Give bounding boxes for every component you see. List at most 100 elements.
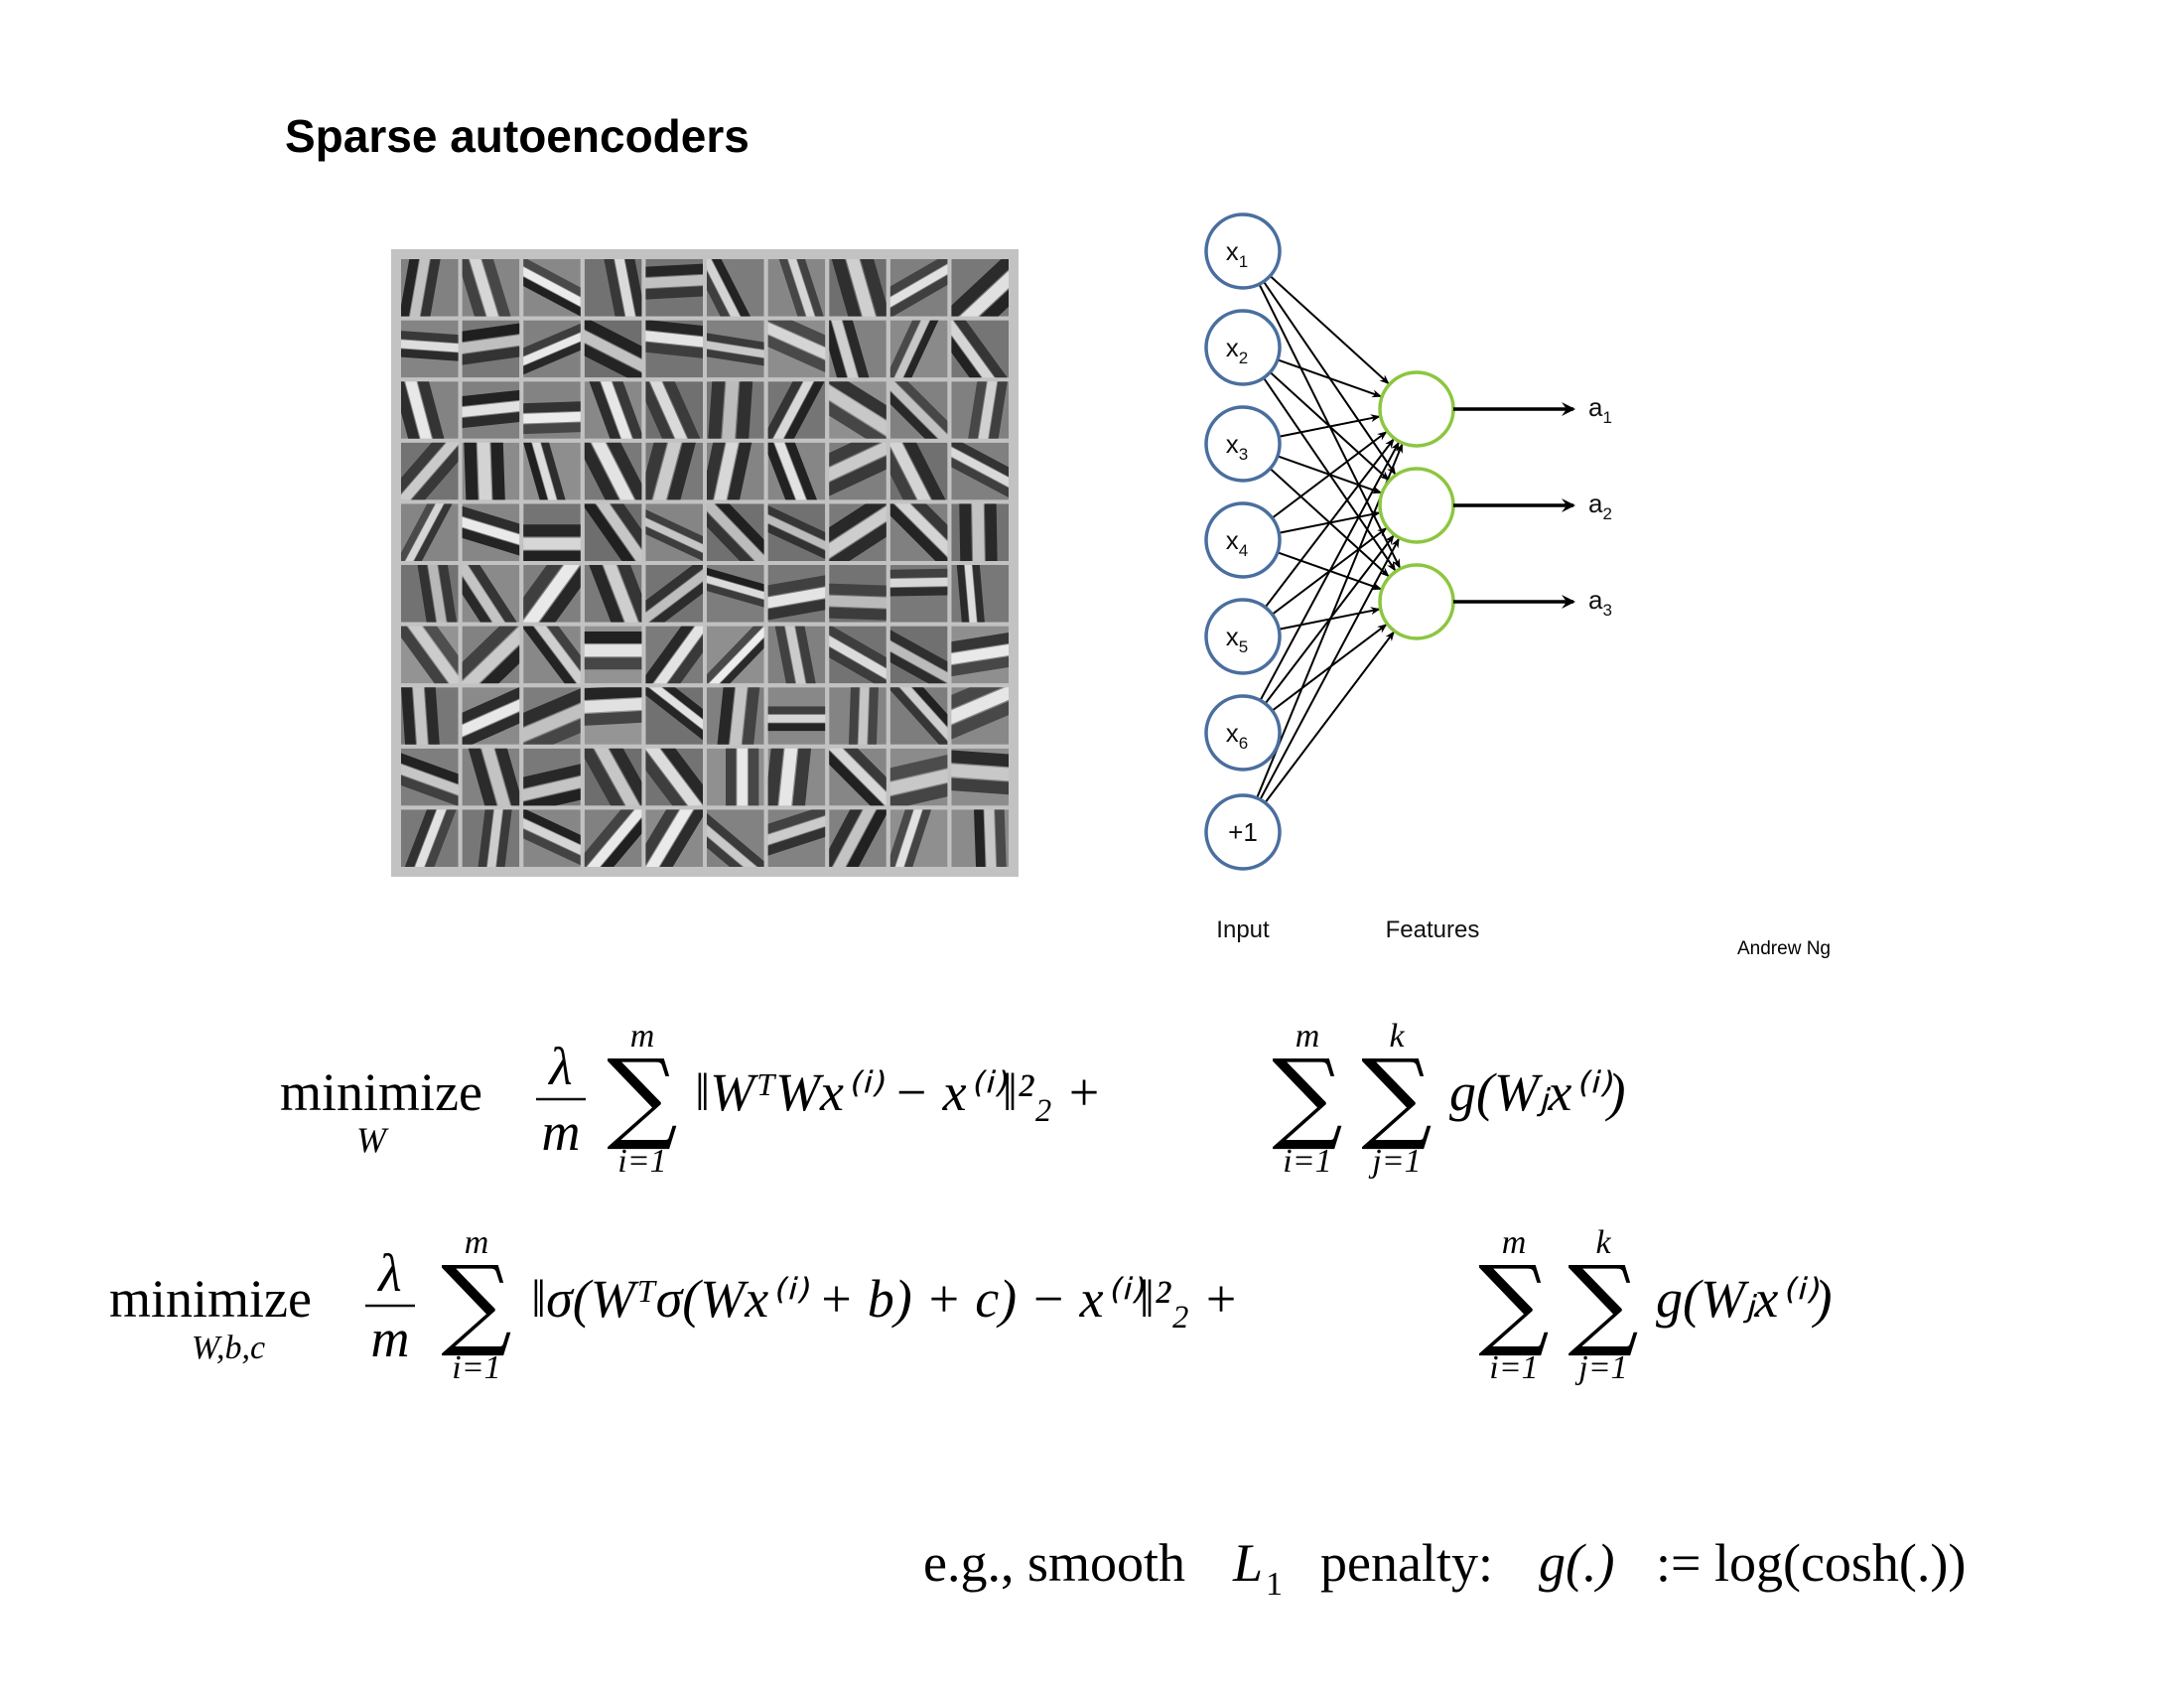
- filter-patch: [889, 687, 948, 745]
- input-node: [1204, 405, 1282, 483]
- filter-patch: [829, 259, 887, 317]
- filter-patch: [707, 259, 764, 317]
- input-node-label: +1: [1228, 817, 1258, 847]
- eq2-sum2-sign: ∑: [1478, 1244, 1549, 1360]
- filter-patch: [645, 259, 703, 317]
- filter-patch: [889, 626, 948, 684]
- filter-patch: [707, 442, 764, 500]
- filter-patch: [645, 320, 703, 378]
- feature-node: [1378, 563, 1455, 640]
- filter-patch: [767, 259, 826, 317]
- eq2-operator-sub: W,b,c: [192, 1330, 265, 1366]
- filter-patch: [707, 381, 764, 439]
- filter-patch: [645, 687, 703, 745]
- filter-patch: [401, 259, 459, 317]
- filter-patch: [584, 320, 642, 378]
- eq1-frac-den: m: [542, 1102, 581, 1162]
- eq1-sum-sign: ∑: [607, 1038, 677, 1154]
- eq1-frac-num: λ: [547, 1037, 572, 1096]
- filter-patch: [767, 442, 826, 500]
- eq2-sum3-bottom: j=1: [1574, 1349, 1627, 1386]
- filter-patch: [584, 626, 642, 684]
- filter-patch: [401, 565, 459, 623]
- filter-patch: [523, 809, 581, 868]
- filter-patch: [889, 809, 948, 868]
- filter-patch: [829, 320, 887, 378]
- filter-patch: [401, 687, 459, 745]
- filter-patch: [829, 687, 887, 745]
- eq1-operator-sub: W: [356, 1120, 389, 1160]
- input-node: [1204, 694, 1282, 772]
- network-edge: [1256, 443, 1404, 799]
- output-label: a3: [1588, 585, 1612, 620]
- filter-patch: [401, 320, 459, 378]
- equation-1: minimize W λ m m ∑ i=1 ‖WᵀWx⁽ⁱ⁾ − x⁽ⁱ⁾‖²…: [280, 1013, 1729, 1206]
- filter-patch: [584, 748, 642, 806]
- network-edges: [1256, 275, 1404, 804]
- filter-patch: [584, 809, 642, 868]
- filter-patch: [889, 320, 948, 378]
- input-node: [1204, 309, 1282, 386]
- filter-patch: [829, 809, 887, 868]
- filter-patch: [462, 687, 520, 745]
- learned-filters-image: [391, 249, 1019, 877]
- filter-patch: [707, 320, 764, 378]
- filter-patch: [889, 381, 948, 439]
- filter-patch: [645, 503, 703, 561]
- note-func: g(.): [1539, 1533, 1614, 1593]
- eq2-frac-den: m: [371, 1309, 410, 1368]
- filter-patch: [767, 687, 826, 745]
- slide-title: Sparse autoencoders: [285, 110, 750, 162]
- network-edge: [1259, 537, 1401, 800]
- output-label: a2: [1588, 489, 1612, 523]
- eq2-sum-bottom: i=1: [452, 1349, 500, 1386]
- filter-patch: [645, 381, 703, 439]
- filter-patch: [951, 442, 1010, 500]
- filter-patch: [462, 626, 520, 684]
- filter-patch: [951, 565, 1009, 623]
- eq1-sum-bottom: i=1: [617, 1143, 666, 1180]
- filter-patch: [523, 748, 581, 806]
- network-edge: [1264, 631, 1395, 804]
- note-var-sub: 1: [1266, 1566, 1283, 1603]
- filter-patch: [767, 381, 826, 439]
- filter-patch: [707, 626, 764, 684]
- credit-text: Andrew Ng: [1737, 938, 1831, 959]
- output-label: a1: [1588, 392, 1612, 427]
- feature-node: [1378, 467, 1455, 544]
- filter-patch: [584, 565, 642, 623]
- filter-patch: [767, 748, 826, 806]
- input-node: [1204, 501, 1282, 579]
- filter-patch: [462, 320, 520, 378]
- filter-patch: [951, 626, 1010, 684]
- filter-patch: [707, 687, 764, 745]
- filter-patch: [584, 687, 642, 745]
- equation-2: minimize W,b,c λ m m ∑ i=1 ‖σ(Wᵀσ(Wx⁽ⁱ⁾ …: [109, 1219, 1926, 1413]
- filter-patch: [401, 626, 459, 684]
- network-outputs: a1 a2 a3: [1453, 392, 1612, 620]
- input-layer-label: Input: [1216, 916, 1270, 943]
- eq2-sum3-sign: ∑: [1568, 1244, 1638, 1360]
- filter-patch: [829, 565, 887, 623]
- filter-patch: [462, 809, 520, 868]
- network-edge: [1271, 431, 1388, 519]
- filter-patch: [889, 259, 948, 317]
- filter-patch: [462, 381, 520, 439]
- filter-patch: [523, 565, 581, 623]
- input-node: [1204, 793, 1282, 871]
- note-def: := log(cosh(.)): [1656, 1533, 1966, 1593]
- eq2-operator: minimize: [109, 1269, 312, 1329]
- eq1-tail: g(Wⱼx⁽ⁱ⁾): [1449, 1062, 1626, 1122]
- filter-patch: [829, 442, 887, 500]
- eq1-sum2-top: m: [1296, 1018, 1320, 1055]
- filter-patch: [645, 442, 703, 500]
- filter-patch: [889, 442, 948, 500]
- filter-patch: [829, 381, 887, 439]
- feature-node: [1378, 370, 1455, 448]
- filter-patch: [401, 442, 459, 500]
- filter-patch: [767, 809, 826, 867]
- filter-patch: [523, 320, 581, 378]
